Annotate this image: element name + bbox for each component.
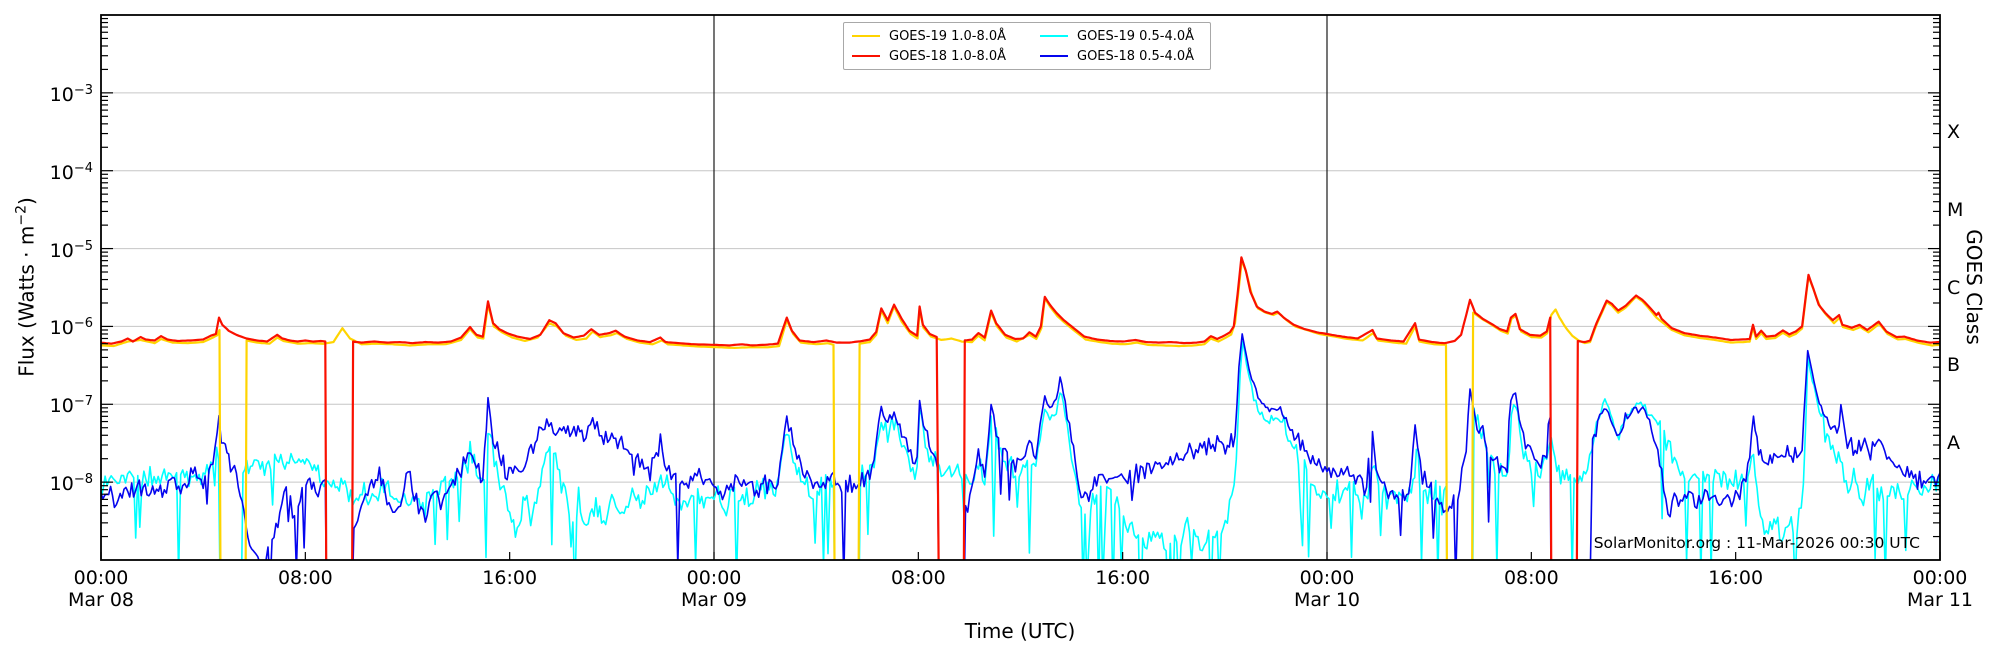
y-tick-base: 10: [49, 317, 74, 340]
series-line-goes-18-0-5-4-0-: [101, 333, 1940, 560]
x-tick-label: 16:00: [482, 567, 538, 589]
x-tick-label: 08:00: [890, 567, 946, 589]
y-tick-exponent: −5: [73, 238, 93, 254]
legend-entry: GOES-18 0.5-4.0Å: [1040, 49, 1202, 64]
series-line-goes-19-0-5-4-0-: [101, 340, 1940, 560]
y-tick-exponent: −8: [73, 471, 93, 487]
goes-class-letter-x: X: [1947, 120, 1961, 143]
y-tick-base: 10: [49, 84, 74, 107]
legend-label: GOES-18 0.5-4.0Å: [1077, 48, 1195, 64]
tick-marks: [100, 17, 1941, 560]
series-line-goes-18-1-0-8-0-: [101, 256, 1940, 560]
series-layer: [101, 256, 1940, 560]
x-tick-label: 00:00: [686, 567, 742, 589]
goes-class-letter-a: A: [1947, 432, 1960, 455]
x-tick-label: 00:00: [1299, 567, 1355, 589]
legend-line-swatch: [1040, 35, 1068, 37]
y-tick-label: 10−8: [50, 469, 93, 495]
goes-class-letter-m: M: [1947, 198, 1964, 221]
y-tick-label: 10−3: [50, 80, 93, 106]
y-tick-exponent: −6: [73, 316, 93, 332]
x-tick-label: 16:00: [1708, 567, 1764, 589]
legend-entry: GOES-19 1.0-8.0Å: [852, 29, 1040, 44]
y-tick-exponent: −4: [73, 160, 93, 176]
legend-line-swatch: [1040, 55, 1068, 57]
legend-label: GOES-18 1.0-8.0Å: [889, 48, 1007, 64]
legend: GOES-19 1.0-8.0Å GOES-18 1.0-8.0Å GOES-19 …: [843, 22, 1211, 70]
x-date-label: Mar 10: [1293, 589, 1361, 611]
goes-class-letter-b: B: [1947, 354, 1961, 377]
y-axis-title-sup: −2: [13, 205, 30, 226]
goes-class-letter-c: C: [1947, 276, 1961, 299]
y-tick-base: 10: [49, 473, 74, 496]
y-tick-label: 10−6: [50, 313, 93, 339]
y-tick-base: 10: [49, 395, 74, 418]
legend-line-swatch: [852, 35, 880, 37]
x-tick-label: 16:00: [1095, 567, 1151, 589]
legend-label: GOES-19 1.0-8.0Å: [889, 28, 1007, 44]
x-tick-label: 00:00: [73, 567, 129, 589]
x-date-label: Mar 08: [67, 589, 135, 611]
y-tick-label: 10−4: [50, 158, 93, 184]
legend-label: GOES-19 0.5-4.0Å: [1077, 28, 1195, 44]
x-tick-label: 00:00: [1912, 567, 1968, 589]
plot-border: [100, 14, 1941, 561]
legend-entry: GOES-18 1.0-8.0Å: [852, 49, 1040, 64]
y-axis-title: Flux (Watts · m−2): [14, 197, 39, 377]
y-tick-label: 10−7: [50, 391, 93, 417]
x-tick-label: 08:00: [277, 567, 333, 589]
x-axis-title: Time (UTC): [964, 619, 1076, 643]
y-tick-exponent: −3: [73, 82, 93, 98]
x-tick-label: 08:00: [1503, 567, 1559, 589]
y-tick-exponent: −7: [73, 394, 93, 410]
y-axis-title-close: ): [14, 197, 39, 206]
y-tick-label: 10−5: [50, 235, 93, 261]
y-tick-base: 10: [49, 239, 74, 262]
legend-line-swatch: [852, 55, 880, 57]
gridlines: [101, 15, 1940, 560]
source-timestamp-annotation: SolarMonitor.org : 11-Mar-2026 00:30 UTC: [1593, 534, 1920, 552]
x-date-label: Mar 11: [1906, 589, 1974, 611]
y-axis-title-text: Flux (Watts · m: [14, 225, 39, 377]
y-tick-base: 10: [49, 161, 74, 184]
legend-entry: GOES-19 0.5-4.0Å: [1040, 29, 1202, 44]
goes-class-axis-title: GOES Class: [1962, 229, 1986, 345]
x-date-label: Mar 09: [680, 589, 748, 611]
